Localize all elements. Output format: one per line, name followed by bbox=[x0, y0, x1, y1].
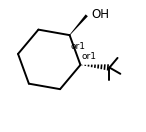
Polygon shape bbox=[69, 14, 88, 35]
Text: OH: OH bbox=[91, 8, 109, 21]
Text: or1: or1 bbox=[82, 52, 97, 61]
Text: or1: or1 bbox=[71, 42, 86, 51]
